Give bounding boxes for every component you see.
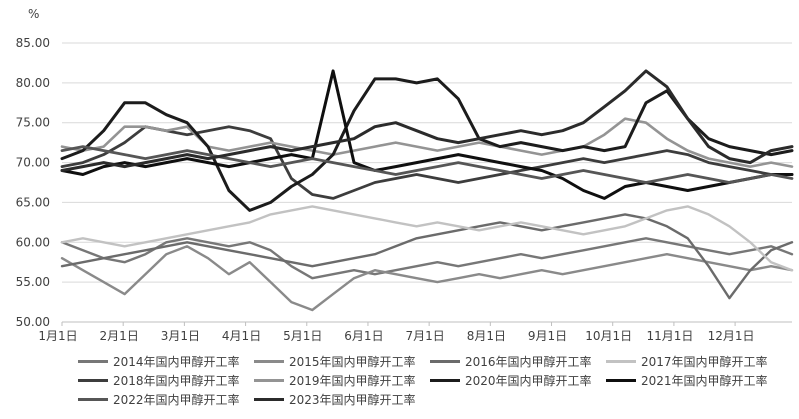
legend-label: 2020年国内甲醇开工率 <box>465 374 592 388</box>
x-tick-label-5: 5月1日 <box>283 329 322 343</box>
legend-line-swatch <box>254 398 284 401</box>
series-line-2023年国内甲醇开工率[interactable] <box>60 69 794 172</box>
legend-label: 2015年国内甲醇开工率 <box>289 355 416 369</box>
series-line-2019年国内甲醇开工率[interactable] <box>60 117 794 168</box>
x-tick-label-12: 12月1日 <box>708 329 755 343</box>
x-tick-label-6: 6月1日 <box>344 329 383 343</box>
series-line-2015年国内甲醇开工率[interactable] <box>60 245 794 312</box>
x-tick-label-2: 2月1日 <box>100 329 139 343</box>
y-tick-label-85: 85.00 <box>16 36 50 50</box>
legend-item-2023[interactable]: 2023年国内甲醇开工率 <box>254 390 430 409</box>
series-line-2021年国内甲醇开工率[interactable] <box>60 69 794 200</box>
legend-item-2022[interactable]: 2022年国内甲醇开工率 <box>78 390 254 409</box>
chart-legend: 2014年国内甲醇开工率 2015年国内甲醇开工率 2016年国内甲醇开工率 2017… <box>0 352 799 409</box>
legend-item-2017[interactable]: 2017年国内甲醇开工率 <box>606 352 782 371</box>
legend-line-swatch <box>606 360 636 363</box>
y-tick-label-60: 60.00 <box>16 235 50 249</box>
series-line-2022年国内甲醇开工率[interactable] <box>60 145 794 184</box>
legend-label: 2017年国内甲醇开工率 <box>641 355 768 369</box>
legend-item-2018[interactable]: 2018年国内甲醇开工率 <box>78 371 254 390</box>
x-tick-label-4: 4月1日 <box>222 329 261 343</box>
legend-line-swatch <box>78 360 108 363</box>
y-tick-label-80: 80.00 <box>16 76 50 90</box>
x-tick-label-1: 1月1日 <box>38 329 77 343</box>
x-tick-label-8: 8月1日 <box>467 329 506 343</box>
y-axis-unit-label: % <box>28 7 39 21</box>
legend-line-swatch <box>254 360 284 363</box>
y-tick-label-75: 75.00 <box>16 116 50 130</box>
legend-line-swatch <box>78 379 108 382</box>
legend-item-2016[interactable]: 2016年国内甲醇开工率 <box>430 352 606 371</box>
y-tick-label-70: 70.00 <box>16 156 50 170</box>
legend-line-swatch <box>254 379 284 382</box>
legend-label: 2014年国内甲醇开工率 <box>113 355 240 369</box>
legend-label: 2023年国内甲醇开工率 <box>289 393 416 407</box>
legend-item-2015[interactable]: 2015年国内甲醇开工率 <box>254 352 430 371</box>
legend-label: 2019年国内甲醇开工率 <box>289 374 416 388</box>
series-line-2016年国内甲醇开工率[interactable] <box>60 213 794 300</box>
legend-label: 2018年国内甲醇开工率 <box>113 374 240 388</box>
series-line-2018年国内甲醇开工率[interactable] <box>60 125 794 200</box>
legend-line-swatch <box>430 379 460 382</box>
legend-line-swatch <box>78 398 108 401</box>
y-tick-label-50: 50.00 <box>16 315 50 329</box>
legend-line-swatch <box>430 360 460 363</box>
legend-label: 2021年国内甲醇开工率 <box>641 374 768 388</box>
chart-plot-area: % 50.00 55.00 60.00 65.00 70.00 75.00 80.00 85.0… <box>16 7 794 343</box>
y-tick-label-65: 65.00 <box>16 195 50 209</box>
series-line-2017年国内甲醇开工率[interactable] <box>60 205 794 272</box>
x-tick-label-10: 10月1日 <box>585 329 632 343</box>
y-tick-label-55: 55.00 <box>16 275 50 289</box>
legend-item-2021[interactable]: 2021年国内甲醇开工率 <box>606 371 782 390</box>
series-line-2020年国内甲醇开工率[interactable] <box>60 77 794 212</box>
legend-item-2019[interactable]: 2019年国内甲醇开工率 <box>254 371 430 390</box>
x-tick-label-7: 7月1日 <box>406 329 445 343</box>
legend-label: 2016年国内甲醇开工率 <box>465 355 592 369</box>
x-tick-label-9: 9月1日 <box>528 329 567 343</box>
x-tick-label-3: 3月1日 <box>161 329 200 343</box>
series-line-2014年国内甲醇开工率[interactable] <box>60 237 794 280</box>
legend-line-swatch <box>606 379 636 382</box>
legend-item-2014[interactable]: 2014年国内甲醇开工率 <box>78 352 254 371</box>
x-tick-label-11: 11月1日 <box>646 329 693 343</box>
legend-label: 2022年国内甲醇开工率 <box>113 393 240 407</box>
legend-item-2020[interactable]: 2020年国内甲醇开工率 <box>430 371 606 390</box>
